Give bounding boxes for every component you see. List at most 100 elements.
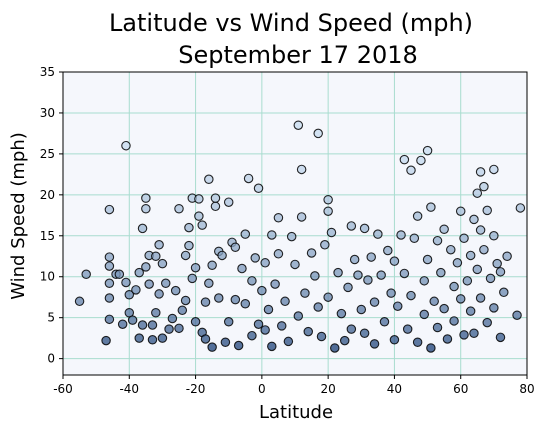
data-point (180, 295, 191, 306)
data-point (104, 252, 115, 262)
data-point (472, 188, 483, 198)
data-point (330, 343, 340, 353)
data-point (429, 296, 439, 307)
data-point (426, 343, 436, 353)
data-point (356, 304, 367, 315)
data-point (482, 317, 492, 328)
data-point (151, 308, 161, 318)
data-point (141, 193, 151, 203)
data-point (240, 229, 251, 239)
x-tick-label: -60 (53, 382, 73, 396)
data-point (479, 244, 489, 255)
data-point (270, 279, 280, 289)
data-point (164, 324, 174, 334)
data-point (512, 310, 522, 320)
data-point (489, 164, 499, 175)
data-point (104, 204, 115, 215)
data-point (455, 206, 466, 216)
data-point (290, 259, 300, 270)
data-point (343, 282, 353, 293)
data-point (323, 195, 333, 205)
data-point (217, 250, 227, 261)
data-point (296, 212, 307, 222)
y-tick-label: 10 (40, 270, 55, 284)
data-point (177, 305, 188, 316)
plot-background (63, 72, 527, 375)
data-point (432, 235, 443, 246)
data-point (389, 335, 400, 345)
data-point (104, 261, 115, 271)
data-point (469, 214, 479, 225)
data-point (141, 204, 151, 214)
data-point (174, 323, 184, 334)
data-point (283, 336, 294, 347)
data-point (346, 324, 357, 334)
data-point (459, 330, 469, 340)
x-tick-label: 80 (519, 382, 534, 396)
data-point (359, 328, 370, 338)
data-point (376, 270, 386, 280)
data-point (286, 231, 297, 242)
data-point (479, 181, 489, 192)
data-point (273, 249, 284, 259)
data-point (475, 225, 486, 235)
data-point (419, 309, 430, 320)
data-point (320, 240, 330, 250)
data-point (184, 222, 194, 233)
data-point (373, 229, 383, 239)
data-point (446, 244, 456, 255)
data-point (117, 319, 128, 329)
data-point (137, 223, 148, 234)
data-point (190, 317, 201, 327)
data-point (416, 155, 426, 166)
data-point (200, 297, 211, 307)
data-point (81, 269, 91, 280)
data-point (402, 324, 413, 334)
data-point (502, 251, 512, 262)
axes-frame (62, 71, 528, 376)
data-point (293, 311, 304, 321)
data-point (465, 306, 476, 316)
y-axis-label: Wind Speed (mph) (8, 132, 29, 300)
data-point (267, 341, 277, 352)
data-point (260, 325, 270, 335)
data-point (499, 287, 509, 298)
data-point (240, 299, 251, 309)
data-point (300, 288, 310, 298)
data-point (426, 202, 436, 212)
data-point (475, 167, 486, 177)
x-tick-label: 20 (321, 382, 336, 396)
data-point (134, 267, 144, 278)
data-point (495, 332, 506, 343)
data-point (204, 278, 214, 289)
data-point (396, 230, 406, 240)
data-point (303, 326, 314, 337)
data-point (190, 262, 201, 273)
data-point (369, 339, 380, 349)
data-point (230, 242, 241, 252)
data-point (197, 220, 207, 230)
data-point (399, 154, 410, 165)
data-point (439, 224, 449, 234)
data-point (260, 258, 270, 268)
data-point (147, 320, 158, 330)
data-point (422, 254, 433, 265)
data-point (101, 335, 111, 346)
data-point (336, 308, 347, 319)
data-point (316, 331, 327, 342)
data-point (459, 233, 469, 243)
data-point (442, 334, 453, 344)
chart-title-line-1: Latitude vs Wind Speed (mph) (109, 9, 473, 37)
data-point (359, 223, 370, 234)
data-point (144, 279, 154, 289)
data-point (462, 276, 473, 286)
data-point (157, 258, 168, 269)
data-point (200, 334, 211, 344)
x-tick-label: 0 (258, 382, 266, 396)
data-point (449, 316, 459, 326)
data-point (121, 277, 131, 288)
data-point (104, 293, 115, 303)
data-point (207, 342, 217, 352)
